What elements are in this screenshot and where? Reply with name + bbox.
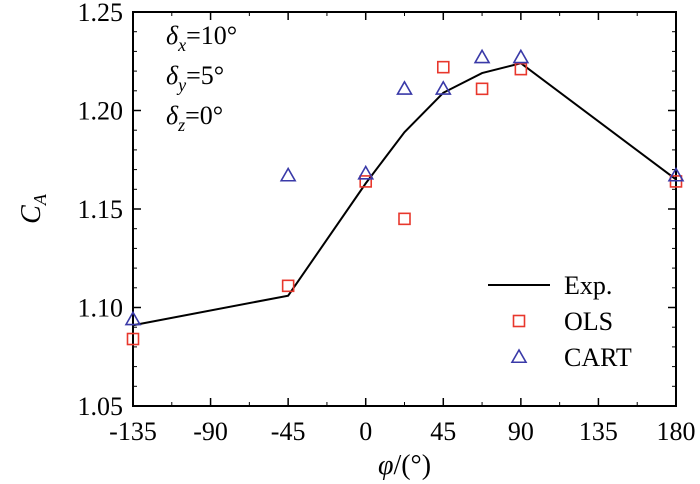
delta-symbol: δ xyxy=(166,61,179,90)
y-tick-label: 1.20 xyxy=(78,97,124,126)
x-tick-label: -45 xyxy=(271,417,306,446)
series-ols-point xyxy=(475,82,489,96)
x-tick-label: 0 xyxy=(359,417,372,446)
delta-symbol: δ xyxy=(166,21,179,50)
delta-subscript: y xyxy=(176,75,186,95)
series-cart-point xyxy=(279,166,297,182)
y-tick-label: 1.10 xyxy=(78,294,124,323)
annotation-delta-y: δy=5° xyxy=(166,61,224,95)
series-cart-point xyxy=(396,80,413,95)
legend-ols-swatch xyxy=(512,314,526,328)
delta-symbol: δ xyxy=(166,101,179,130)
x-tick-label: 90 xyxy=(508,417,534,446)
axes: -135 -90 -45 0 45 90 135 180 1.05 1.10 1.15 1.20 1.2… xyxy=(16,0,696,481)
series-cart-point xyxy=(124,310,142,326)
x-tick-label: 180 xyxy=(657,417,696,446)
y-tick-label: 1.15 xyxy=(78,195,124,224)
y-tick-label: 1.05 xyxy=(78,392,124,421)
series-ols-point xyxy=(359,175,373,188)
y-axis-title: CA xyxy=(16,193,50,224)
legend-cart-swatch xyxy=(510,348,528,364)
x-axis-symbol: φ xyxy=(378,450,394,481)
series-exp-line xyxy=(132,62,677,327)
y-axis-symbol: C xyxy=(16,205,47,224)
delta-value: =0° xyxy=(185,101,223,130)
legend-ols-label: OLS xyxy=(564,307,613,336)
x-tick-label: 135 xyxy=(579,417,618,446)
delta-value: =5° xyxy=(186,61,224,90)
parameter-annotations: δx=10°δy=5°δz=0° xyxy=(166,21,237,135)
annotation-delta-z: δz=0° xyxy=(166,101,223,135)
series-ols-point xyxy=(398,212,411,226)
annotation-delta-x: δx=10° xyxy=(166,21,237,55)
x-tick-label: -90 xyxy=(193,417,228,446)
y-axis-subscript: A xyxy=(30,193,50,206)
series-ols-point xyxy=(514,62,528,76)
x-axis-unit: /(°) xyxy=(393,450,431,481)
data-series xyxy=(124,48,685,346)
delta-subscript: z xyxy=(177,115,185,135)
x-axis-title: φ/(°) xyxy=(378,450,431,481)
legend: Exp. OLS CART xyxy=(488,271,632,372)
series-ols-point xyxy=(436,60,450,74)
y-tick-label: 1.25 xyxy=(78,0,124,27)
series-cart-point xyxy=(512,48,530,64)
delta-value: =10° xyxy=(186,21,237,50)
series-cart-point xyxy=(434,80,452,95)
series-cart-point xyxy=(357,164,375,180)
legend-exp-label: Exp. xyxy=(564,271,612,300)
legend-cart-label: CART xyxy=(564,343,632,372)
delta-subscript: x xyxy=(177,35,186,55)
series-cart-point xyxy=(667,166,685,182)
x-tick-label: -135 xyxy=(109,417,157,446)
series-cart-point xyxy=(473,48,491,64)
series-ols-point xyxy=(126,332,140,346)
x-tick-label: 45 xyxy=(430,417,456,446)
series-ols-point xyxy=(281,279,295,293)
